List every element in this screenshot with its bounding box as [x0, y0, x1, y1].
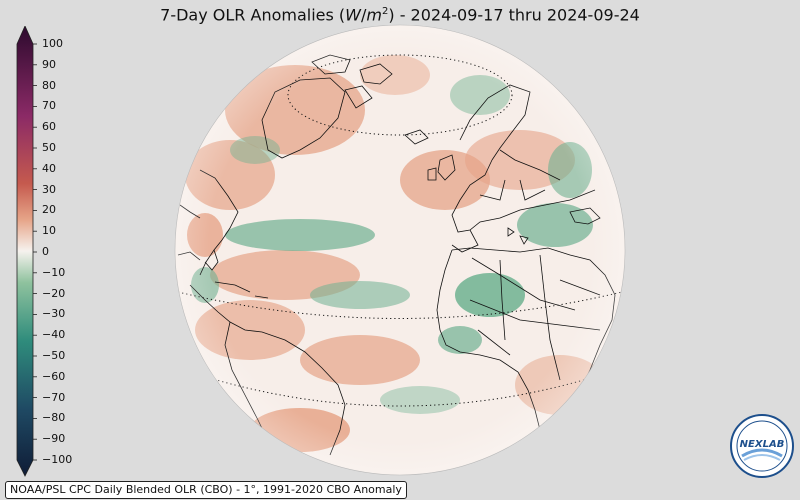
nexlab-logo-icon: NEXLAB: [730, 414, 794, 478]
data-source-caption: NOAA/PSL CPC Daily Blended OLR (CBO) - 1…: [5, 481, 407, 499]
colorbar-tick-label: 60: [42, 120, 56, 134]
title-unit-slash: /: [361, 5, 367, 25]
colorbar-bar: [16, 26, 37, 477]
title-suffix: ) - 2024-09-17 thru 2024-09-24: [388, 5, 640, 25]
colorbar-tick-label: −40: [42, 328, 66, 342]
logo-text: NEXLAB: [740, 439, 785, 450]
colorbar-tick-label: 100: [42, 37, 63, 50]
colorbar-tick-label: −20: [42, 286, 66, 300]
colorbar-tick-label: 30: [42, 182, 56, 196]
colorbar-tick-label: −70: [42, 390, 66, 404]
colorbar-tick-label: −10: [42, 265, 66, 279]
colorbar-tick-label: 10: [42, 224, 56, 238]
title-unit-w: W: [345, 5, 361, 25]
colorbar-tick-label: 40: [42, 161, 56, 175]
colorbar-tick-label: 70: [42, 99, 56, 113]
colorbar: 100 90 80 70 60 50 40 30 20 10 0 −10 −20 −30 −40 −50 −60…: [14, 26, 84, 478]
colorbar-tick-label: 0: [42, 245, 49, 258]
title-prefix: 7-Day OLR Anomalies (: [160, 5, 346, 25]
colorbar-tick-label: 90: [42, 57, 56, 71]
title-unit-exponent: 2: [381, 6, 389, 17]
colorbar-tick-label: −100: [42, 453, 73, 466]
colorbar-tick-label: −90: [42, 432, 66, 446]
chart-title: 7-Day OLR Anomalies (W/m2) - 2024-09-17 …: [0, 0, 800, 26]
colorbar-tick-label: 50: [42, 141, 56, 154]
colorbar-tick-label: 80: [42, 78, 56, 92]
colorbar-tick-label: −80: [42, 411, 66, 425]
colorbar-tick-label: −30: [42, 307, 66, 321]
colorbar-tick-label: 20: [42, 203, 56, 217]
colorbar-tick-label: −60: [42, 369, 66, 383]
colorbar-tick-label: −50: [42, 349, 66, 362]
title-unit-m: m: [366, 5, 382, 25]
